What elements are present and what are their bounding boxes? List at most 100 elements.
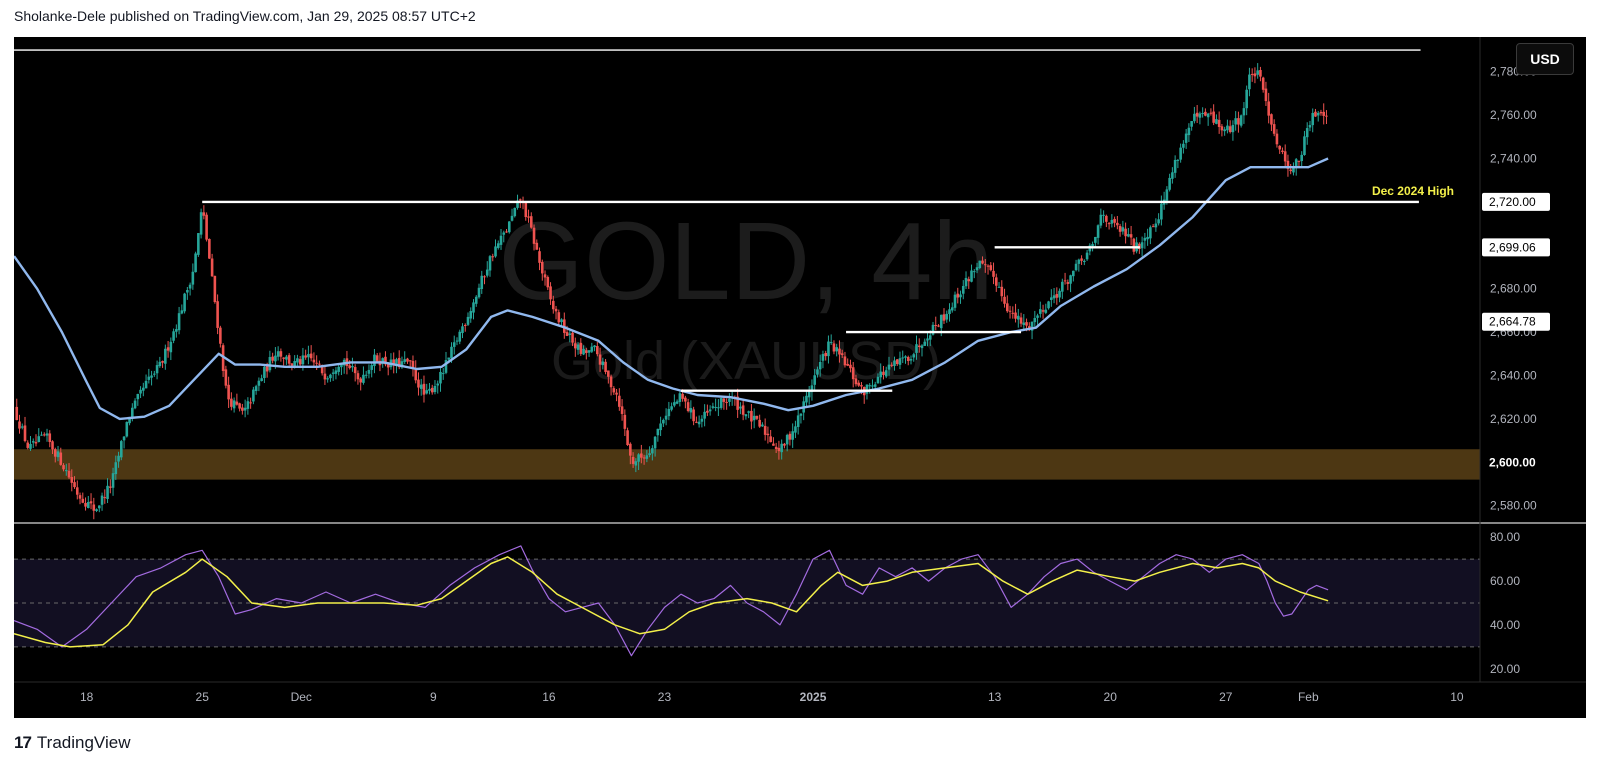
candle-body: [133, 400, 137, 409]
candle-body: [527, 216, 530, 218]
candle-body: [1322, 111, 1326, 116]
candle-body: [1118, 226, 1122, 232]
candle-body: [1121, 227, 1125, 232]
candle-body: [832, 343, 836, 352]
candle-body: [1231, 124, 1235, 133]
x-tick-label: 25: [196, 690, 210, 704]
chart-canvas[interactable]: GOLD, 4h Gold (XAUUSD) 2,580.002,600.002…: [14, 37, 1586, 718]
candle-body: [1259, 70, 1262, 77]
candle-body: [538, 251, 541, 263]
candle-body: [1116, 222, 1119, 226]
candle-body: [334, 370, 338, 374]
candle-body: [1096, 225, 1100, 238]
candle-body: [719, 398, 723, 408]
footer-brand[interactable]: TradingView: [36, 733, 131, 752]
candle-body: [747, 411, 750, 413]
candle-body: [1198, 113, 1202, 118]
footer: 17 TradingView: [14, 733, 130, 753]
candle-body: [395, 359, 398, 366]
candle-body: [444, 360, 448, 373]
candle-body: [1110, 219, 1114, 224]
candle-body: [142, 387, 145, 391]
candle-body: [309, 353, 313, 359]
candle-body: [744, 414, 748, 417]
candle-body: [763, 425, 767, 435]
candle-body: [546, 277, 550, 288]
candle-body: [1264, 88, 1268, 102]
support-zone-rect: [14, 449, 1480, 480]
candle-body: [447, 357, 451, 360]
candle-body: [700, 418, 704, 422]
candle-body: [513, 207, 517, 217]
candle-body: [656, 428, 660, 436]
candle-body: [315, 362, 318, 364]
y-tick-label: 2,640.00: [1490, 368, 1537, 382]
x-tick-label: 16: [542, 690, 556, 704]
candle-body: [249, 402, 252, 404]
candle-body: [1061, 281, 1064, 292]
candle-body: [664, 415, 668, 420]
candle-body: [1041, 310, 1045, 312]
candle-body: [785, 434, 789, 445]
candle-body: [238, 403, 241, 409]
candle-body: [1025, 322, 1028, 326]
price-label-box: [1482, 192, 1550, 211]
candle-body: [243, 407, 247, 411]
candle-body: [23, 425, 27, 442]
candle-body: [331, 372, 335, 374]
candle-body: [15, 406, 19, 421]
candle-body: [840, 353, 844, 355]
candle-body: [1140, 242, 1144, 249]
candle-body: [1036, 315, 1039, 318]
candle-body: [42, 434, 46, 436]
candle-body: [942, 314, 946, 321]
candle-body: [1105, 215, 1108, 222]
candle-body: [915, 344, 918, 353]
chart-frame[interactable]: GOLD, 4h Gold (XAUUSD) 2,580.002,600.002…: [14, 37, 1586, 718]
candle-body: [879, 371, 883, 378]
candle-body: [1319, 112, 1323, 114]
candle-body: [717, 407, 720, 409]
rsi-tick-label: 80.00: [1490, 530, 1520, 544]
candle-body: [290, 363, 294, 366]
candle-body: [491, 256, 495, 258]
candle-body: [1058, 290, 1061, 298]
x-tick-label: 23: [658, 690, 672, 704]
candle-body: [1083, 260, 1086, 263]
candle-body: [607, 370, 610, 377]
candle-body: [103, 497, 107, 499]
candle-body: [992, 270, 995, 277]
candle-body: [873, 384, 877, 387]
candle-body: [117, 455, 120, 462]
candle-body: [169, 341, 173, 353]
candle-body: [494, 246, 497, 257]
currency-button[interactable]: USD: [1516, 43, 1574, 75]
candle-body: [1226, 125, 1229, 131]
candle-body: [783, 443, 786, 446]
publish-header: Sholanke-Dele published on TradingView.c…: [14, 8, 476, 24]
candle-body: [648, 453, 651, 456]
candle-body: [1005, 303, 1009, 312]
candle-body: [871, 385, 874, 387]
candle-body: [1063, 280, 1067, 282]
candle-body: [1272, 124, 1276, 134]
candle-body: [975, 267, 979, 271]
candle-body: [623, 414, 627, 429]
candle-body: [849, 364, 852, 369]
candle-body: [417, 379, 420, 388]
candle-body: [428, 388, 431, 391]
candle-body: [381, 358, 385, 364]
candle-body: [469, 311, 473, 319]
candle-body: [923, 341, 927, 346]
candle-body: [62, 465, 65, 470]
candle-body: [912, 354, 916, 358]
candle-body: [637, 454, 640, 462]
candle-body: [1102, 214, 1105, 216]
candle-body: [202, 212, 206, 216]
candle-body: [304, 355, 307, 358]
y-tick-label: 2,680.00: [1490, 282, 1537, 296]
candle-body: [612, 388, 616, 393]
x-tick-label: 2025: [800, 690, 827, 704]
candle-body: [860, 385, 863, 387]
candle-body: [1267, 101, 1270, 116]
